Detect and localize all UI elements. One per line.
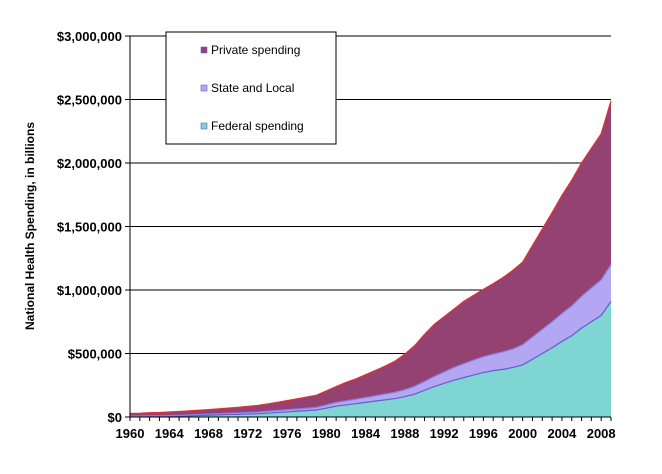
y-tick-label: $500,000: [68, 347, 122, 362]
y-tick-label: $2,000,000: [57, 156, 122, 171]
x-tick-label: 1964: [155, 426, 185, 441]
x-tick-label: 1976: [273, 426, 302, 441]
y-tick-label: $1,000,000: [57, 283, 122, 298]
x-tick-label: 2004: [547, 426, 577, 441]
y-axis-label: National Health Spending, in billions: [23, 122, 37, 330]
line-federal-spending: [130, 301, 612, 418]
x-tick-label: 1980: [312, 426, 341, 441]
x-tick-label: 2000: [508, 426, 537, 441]
x-tick-label: 1960: [116, 426, 145, 441]
x-tick-labels: 1960 1964 1968 1972 1976 1980 1984 1988 1992 1996…: [116, 426, 616, 441]
x-tick-label: 1996: [469, 426, 498, 441]
legend-swatch-federal-spending: [200, 122, 208, 130]
x-tick-label: 1988: [390, 426, 419, 441]
x-tick-label: 1984: [351, 426, 381, 441]
legend-box: [165, 31, 337, 145]
y-tick-label: $2,500,000: [57, 93, 122, 108]
x-tick-label: 1968: [194, 426, 223, 441]
area-federal-spending: [130, 301, 611, 417]
legend-swatch-state-and-local: [200, 84, 208, 92]
area-private-spending: [130, 100, 611, 416]
legend-label-federal-spending: Federal spending: [211, 119, 304, 133]
legend-swatch-private-spending: [200, 46, 208, 54]
x-tick-label: 1992: [430, 426, 459, 441]
y-tick-label: $0: [108, 410, 122, 425]
y-tick-label: $3,000,000: [57, 29, 122, 44]
y-tick-label: $1,500,000: [57, 220, 122, 235]
x-tick-label: 1972: [233, 426, 262, 441]
legend-label-state-and-local: State and Local: [211, 81, 294, 95]
y-tick-labels: $0 $500,000 $1,000,000 $1,500,000 $2,000,000…: [57, 29, 122, 425]
line-private-spending: [129, 100, 612, 415]
x-tick-label: 2008: [587, 426, 616, 441]
legend: Private spending State and Local Federal s…: [165, 31, 337, 145]
axes: [125, 35, 612, 421]
line-state-and-local: [130, 264, 612, 417]
legend-label-private-spending: Private spending: [211, 43, 300, 57]
area-series-group: [129, 100, 612, 418]
